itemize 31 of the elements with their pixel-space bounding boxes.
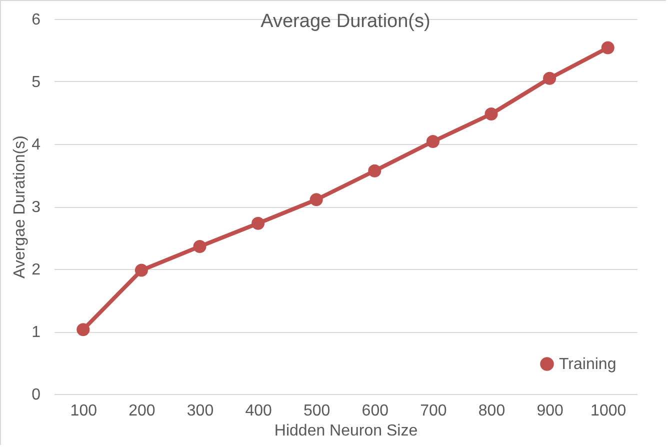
point [134,264,148,277]
y-tick-label: 2 [32,262,41,278]
point [310,193,323,206]
point [484,107,498,121]
x-tick-label: 200 [128,402,156,420]
x-tick-label: 1000 [590,402,626,420]
x-tick-label: 900 [536,402,564,420]
x-axis-title: Hidden Neuron Size [274,422,418,440]
y-tick-label: 1 [32,324,41,341]
y-tick-label: 6 [32,12,41,28]
x-tick-label: 300 [186,402,214,420]
point [426,134,440,148]
x-tick-label: 600 [362,402,389,420]
y-tick-label: 3 [32,199,41,216]
x-tick-label: 400 [245,402,272,420]
point [601,41,614,54]
y-tick-label: 5 [32,74,41,91]
legend-label: Training [559,356,616,373]
chart-title: Average Duration(s) [260,11,430,32]
point [76,323,90,336]
point [252,216,265,230]
x-tick-label: 500 [304,402,330,420]
point [368,164,382,178]
point [193,240,206,254]
y-tick-label: 0 [32,386,41,404]
x-tick-label: 800 [478,402,506,420]
x-tick-label: 700 [420,402,447,420]
y-axis-title: Avergae Duration(s) [12,136,29,278]
y-tick-label: 4 [32,136,41,154]
x-tick-label: 100 [70,402,98,420]
point [543,72,556,85]
